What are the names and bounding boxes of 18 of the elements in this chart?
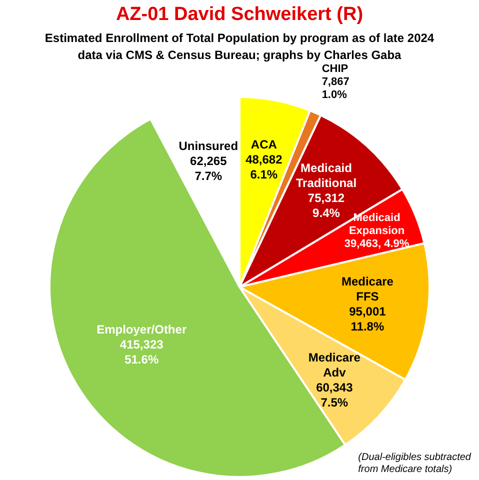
slice-label: Medicare FFS [341, 274, 394, 304]
data-label: 62,265 7.7% [190, 154, 228, 183]
slice-label: Medicaid Traditional [296, 161, 357, 190]
slice-label: Uninsured [178, 138, 238, 153]
data-label: 75,312 9.4% [308, 191, 345, 220]
slice-label: Employer/Other [96, 322, 187, 337]
data-label: 39,463, 4.9% [344, 238, 410, 250]
data-label: 48,682 6.1% [246, 152, 283, 182]
data-label: 7,867 1.0% [322, 76, 350, 102]
chart-subtitle: Estimated Enrollment of Total Population by program as of late 2024 data via CMS & Census Bureau; graphs by Charles Gaba [44, 30, 436, 64]
data-label: 60,343 7.5% [316, 380, 354, 410]
text: (Dual-eligibles subtracted from Medicare totals) [358, 452, 471, 476]
data-label: 415,323 51.6% [120, 338, 164, 367]
chart-title: AZ-01 David Schweikert (R) [114, 4, 364, 26]
slice-label: ACA [250, 137, 278, 152]
slice-label: Medicare Adv [308, 350, 361, 380]
data-label: 95,001 11.8% [349, 304, 386, 334]
slice-label: CHIP [322, 63, 348, 76]
